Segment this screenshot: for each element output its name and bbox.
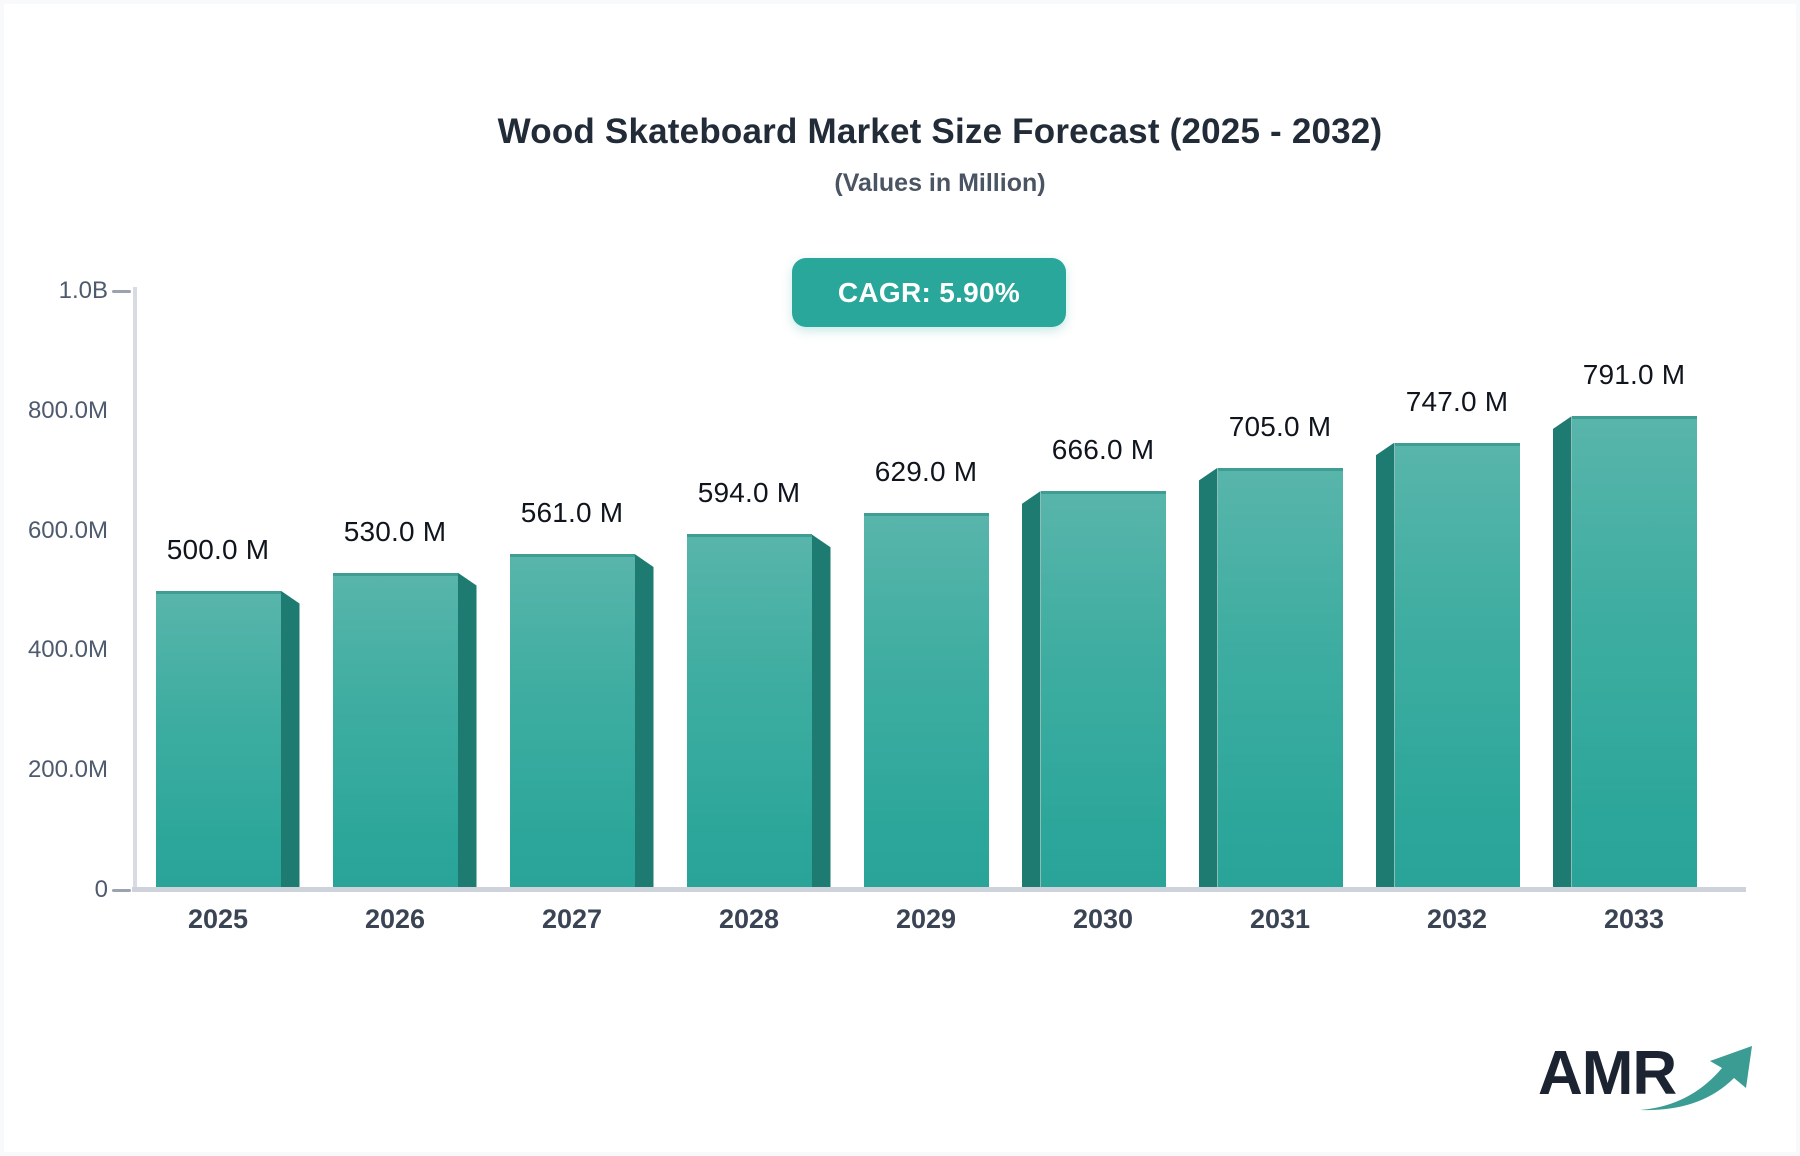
y-axis-label: 600.0M xyxy=(27,516,108,544)
bar-3d-side-2027 xyxy=(634,553,654,892)
bar-value-label: 500.0 M xyxy=(166,533,270,565)
x-axis-label-2025: 2025 xyxy=(187,904,249,934)
x-axis-label-2032: 2032 xyxy=(1426,904,1488,934)
y-axis-line xyxy=(133,287,137,890)
bar-2025[interactable] xyxy=(155,590,281,890)
bar-value-label: 705.0 M xyxy=(1228,410,1332,442)
bar-value-label: 666.0 M xyxy=(1051,434,1155,466)
y-axis-label: 400.0M xyxy=(27,636,108,664)
bar-3d-side-2026 xyxy=(457,572,477,892)
chart-card: Wood Skateboard Market Size Forecast (20… xyxy=(4,4,1796,1152)
x-axis-label-2029: 2029 xyxy=(895,904,957,934)
x-axis-line xyxy=(132,887,1746,892)
chart-subtitle: (Values in Million) xyxy=(834,169,1046,197)
y-axis-label: 800.0M xyxy=(27,396,108,424)
bar-3d-side-2028 xyxy=(811,534,831,892)
amr-logo: AMR xyxy=(1520,1032,1760,1124)
bar-2030[interactable] xyxy=(1040,491,1166,890)
bar-chart: Wood Skateboard Market Size Forecast (20… xyxy=(4,4,1796,1152)
bar-value-label: 747.0 M xyxy=(1405,385,1509,417)
chart-title: Wood Skateboard Market Size Forecast (20… xyxy=(497,112,1383,151)
y-axis-tick xyxy=(112,289,131,293)
y-axis-label: 1.0B xyxy=(58,277,108,304)
x-axis-label-2028: 2028 xyxy=(718,904,780,934)
bar-value-label: 629.0 M xyxy=(874,456,978,488)
bar-2031[interactable] xyxy=(1217,467,1343,890)
bar-2026[interactable] xyxy=(332,572,458,890)
y-axis-tick xyxy=(112,888,131,892)
cagr-badge: CAGR: 5.90% xyxy=(792,258,1066,327)
bar-value-label: 594.0 M xyxy=(697,477,801,509)
bar-3d-side-2030 xyxy=(1021,491,1041,892)
bar-value-label: 561.0 M xyxy=(520,496,624,528)
bar-2027[interactable] xyxy=(509,553,635,890)
bar-2032[interactable] xyxy=(1394,442,1520,890)
x-axis-label-2027: 2027 xyxy=(541,904,603,934)
y-axis-label: 0 xyxy=(94,876,108,903)
bar-value-label: 530.0 M xyxy=(343,515,447,547)
bar-2029[interactable] xyxy=(863,513,989,890)
bar-2028[interactable] xyxy=(686,534,812,890)
bar-value-label: 791.0 M xyxy=(1582,359,1686,391)
bar-3d-side-2031 xyxy=(1198,467,1218,892)
bar-3d-side-2025 xyxy=(280,590,300,892)
x-axis-label-2026: 2026 xyxy=(364,904,426,934)
y-axis-label: 200.0M xyxy=(27,756,108,784)
x-axis-label-2031: 2031 xyxy=(1249,904,1311,934)
bar-3d-side-2032 xyxy=(1375,442,1395,892)
bar-3d-side-2033 xyxy=(1552,416,1572,892)
bar-2033[interactable] xyxy=(1571,416,1697,890)
x-axis-label-2033: 2033 xyxy=(1603,904,1665,934)
amr-logo-text: AMR xyxy=(1538,1039,1677,1108)
x-axis-label-2030: 2030 xyxy=(1072,904,1134,934)
growth-arrow-icon xyxy=(1640,1046,1752,1111)
